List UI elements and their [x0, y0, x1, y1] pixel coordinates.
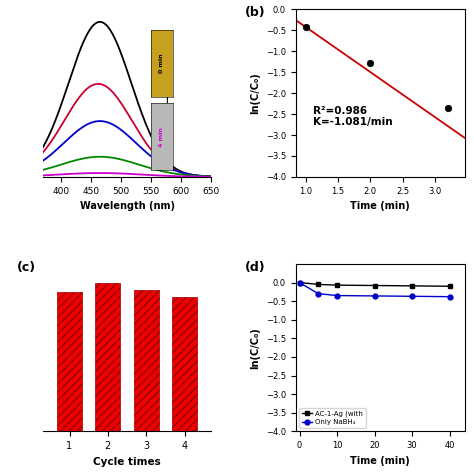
Y-axis label: ln(C/C₀): ln(C/C₀)	[250, 73, 260, 114]
Text: R²=0.986
K=-1.081/min: R²=0.986 K=-1.081/min	[313, 106, 392, 128]
Line: AC-1-Ag (with: AC-1-Ag (with	[297, 280, 452, 289]
Text: (c): (c)	[18, 261, 36, 273]
Point	[302, 23, 310, 31]
Line: Only NaBH₄: Only NaBH₄	[297, 280, 452, 299]
Bar	[172, 297, 197, 431]
Only NaBH₄	[372, 293, 377, 299]
Text: (b): (b)	[245, 6, 266, 19]
Bar	[134, 290, 159, 431]
X-axis label: Time (min): Time (min)	[350, 456, 410, 465]
X-axis label: Wavelength (nm): Wavelength (nm)	[80, 201, 174, 211]
AC-1-Ag (with	[409, 283, 415, 289]
Only NaBH₄	[334, 293, 340, 299]
Legend: AC-1-Ag (with, Only NaBH₄: AC-1-Ag (with, Only NaBH₄	[299, 408, 366, 428]
Point	[366, 59, 374, 67]
X-axis label: Time (min): Time (min)	[350, 201, 410, 211]
AC-1-Ag (with	[315, 282, 321, 287]
AC-1-Ag (with	[447, 283, 452, 289]
Point	[445, 104, 452, 111]
Only NaBH₄	[409, 293, 415, 299]
Only NaBH₄	[447, 294, 452, 300]
AC-1-Ag (with	[297, 280, 302, 285]
AC-1-Ag (with	[334, 283, 340, 288]
Text: (d): (d)	[245, 261, 266, 273]
AC-1-Ag (with	[372, 283, 377, 288]
X-axis label: Cycle times: Cycle times	[93, 456, 161, 466]
Bar	[95, 283, 120, 431]
Y-axis label: ln(C/C₀): ln(C/C₀)	[250, 327, 260, 368]
Only NaBH₄	[315, 291, 321, 297]
Bar	[57, 292, 82, 431]
Only NaBH₄	[297, 280, 302, 285]
